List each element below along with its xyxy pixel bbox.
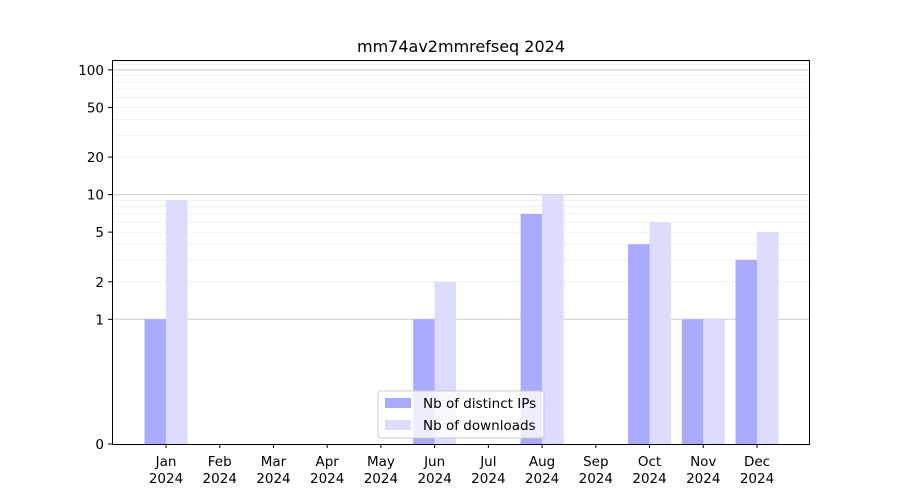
- x-tick-label: Dec 2024: [740, 454, 774, 487]
- x-tick-year: 2024: [579, 471, 613, 487]
- x-tick-year: 2024: [149, 471, 183, 487]
- y-tick-label: 20: [87, 150, 104, 166]
- x-tick-label: Jul 2024: [471, 454, 505, 487]
- x-tick-year: 2024: [740, 471, 774, 487]
- x-tick-month: Dec: [744, 454, 770, 470]
- x-tick-month: Jul: [479, 454, 496, 470]
- bar: [735, 259, 757, 444]
- y-tick-label: 50: [87, 100, 104, 116]
- x-tick-label: Jun 2024: [417, 454, 451, 487]
- x-tick-month: Aug: [529, 454, 555, 470]
- x-tick-month: Jan: [155, 454, 177, 470]
- x-tick-label: Sep 2024: [579, 454, 613, 487]
- bar: [628, 244, 650, 444]
- legend-frame: [377, 390, 545, 439]
- x-tick-label: Jan 2024: [149, 454, 183, 487]
- legend-label-distinct-ips: Nb of distinct IPs: [423, 396, 536, 412]
- x-tick-month: Feb: [208, 454, 232, 470]
- plot-frame: [112, 60, 810, 445]
- x-tick-year: 2024: [471, 471, 505, 487]
- bar: [144, 319, 166, 444]
- bar: [542, 194, 564, 444]
- y-tick-label: 1: [95, 312, 104, 328]
- x-tick-month: Mar: [261, 454, 287, 470]
- x-tick-month: Apr: [316, 454, 340, 470]
- x-tick-month: Jun: [423, 454, 445, 470]
- x-tick-label: Oct 2024: [632, 454, 666, 487]
- x-tick-month: Sep: [583, 454, 608, 470]
- y-tick-label: 0: [95, 437, 104, 453]
- bar: [757, 232, 779, 444]
- x-tick-year: 2024: [525, 471, 559, 487]
- bar: [166, 200, 188, 444]
- y-tick-label: 5: [95, 225, 104, 241]
- chart-title: mm74av2mmrefseq 2024: [357, 37, 565, 56]
- x-tick-label: Apr 2024: [310, 454, 344, 487]
- bar: [520, 213, 543, 444]
- legend-swatch-distinct-ips: [385, 398, 411, 408]
- x-tick-label: Feb 2024: [203, 454, 237, 487]
- bar: [649, 222, 672, 444]
- x-tick-month: May: [367, 454, 395, 470]
- legend: Nb of distinct IPs Nb of downloads: [377, 390, 545, 439]
- grid-layer: [112, 64, 809, 320]
- x-tick-year: 2024: [203, 471, 237, 487]
- bar: [681, 319, 704, 444]
- x-tick-label: Nov 2024: [686, 454, 720, 487]
- x-tick-year: 2024: [686, 471, 720, 487]
- x-tick-year: 2024: [256, 471, 290, 487]
- y-tick-label: 100: [78, 63, 104, 79]
- x-tick-month: Nov: [690, 454, 716, 470]
- x-tick-label: Aug 2024: [525, 454, 559, 487]
- legend-label-downloads: Nb of downloads: [423, 418, 536, 434]
- y-tick-label: 2: [95, 275, 104, 291]
- legend-swatch-downloads: [385, 420, 411, 430]
- x-tick-year: 2024: [632, 471, 666, 487]
- x-tick-month: Oct: [638, 454, 661, 470]
- x-tick-year: 2024: [364, 471, 398, 487]
- x-tick-label: May 2024: [364, 454, 398, 487]
- x-tick-year: 2024: [310, 471, 344, 487]
- x-tick-label: Mar 2024: [256, 454, 290, 487]
- y-tick-label: 10: [87, 188, 104, 204]
- x-tick-year: 2024: [417, 471, 451, 487]
- bar: [703, 319, 725, 444]
- y-axis: 0 1 2 5 10 20 50 100: [78, 63, 112, 453]
